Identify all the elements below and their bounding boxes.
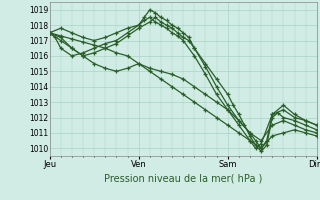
X-axis label: Pression niveau de la mer( hPa ): Pression niveau de la mer( hPa ) [104,173,262,183]
